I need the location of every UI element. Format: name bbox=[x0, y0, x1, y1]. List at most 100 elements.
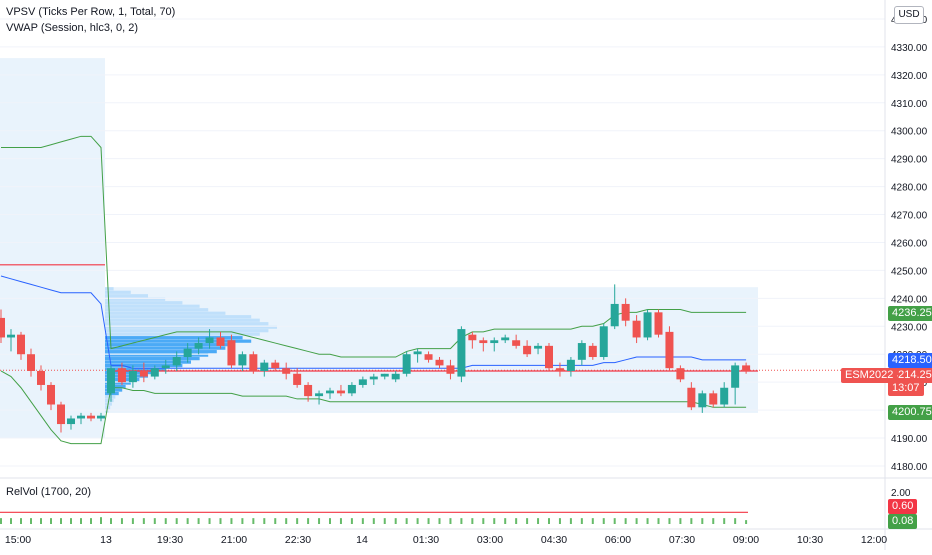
volume-profile-bar bbox=[105, 325, 277, 329]
candle-body[interactable] bbox=[172, 357, 181, 366]
candle-body[interactable] bbox=[107, 368, 115, 394]
candle-body[interactable] bbox=[457, 329, 466, 377]
relvol-bar bbox=[329, 518, 331, 524]
candle-body[interactable] bbox=[27, 354, 35, 371]
candle-body[interactable] bbox=[402, 354, 411, 374]
candle-body[interactable] bbox=[249, 354, 258, 371]
candle-body[interactable] bbox=[183, 348, 192, 358]
candle-body[interactable] bbox=[57, 404, 65, 425]
relvol-bar bbox=[0, 518, 2, 524]
time-axis-tick-label: 13 bbox=[100, 534, 112, 546]
relvol-bar bbox=[80, 518, 82, 524]
candle-body[interactable] bbox=[698, 393, 707, 408]
candle-body[interactable] bbox=[566, 359, 575, 371]
candle-body[interactable] bbox=[17, 334, 25, 355]
candle-body[interactable] bbox=[742, 365, 751, 371]
candle-body[interactable] bbox=[293, 373, 302, 385]
candle-body[interactable] bbox=[37, 370, 45, 385]
candle-body[interactable] bbox=[479, 340, 488, 344]
candle-body[interactable] bbox=[643, 312, 652, 338]
volume-profile-bar bbox=[105, 287, 114, 291]
candle-body[interactable] bbox=[413, 351, 422, 355]
candle-body[interactable] bbox=[632, 320, 641, 338]
relvol-red-label: 0.60 bbox=[888, 499, 918, 514]
candle-body[interactable] bbox=[424, 354, 433, 360]
candle-body[interactable] bbox=[97, 415, 105, 419]
candle-body[interactable] bbox=[128, 370, 137, 383]
candle-body[interactable] bbox=[117, 368, 126, 383]
candle-body[interactable] bbox=[380, 373, 389, 377]
candle-body[interactable] bbox=[654, 312, 663, 335]
candle-body[interactable] bbox=[161, 365, 170, 369]
volume-profile-bar bbox=[105, 332, 260, 336]
candle-body[interactable] bbox=[326, 390, 334, 394]
relvol-bar bbox=[394, 518, 397, 524]
candle-body[interactable] bbox=[512, 340, 521, 346]
candle-body[interactable] bbox=[676, 368, 685, 380]
candle-body[interactable] bbox=[216, 337, 225, 346]
time-axis-tick-label: 01:30 bbox=[413, 534, 439, 546]
candle-body[interactable] bbox=[260, 362, 269, 371]
candle-body[interactable] bbox=[0, 317, 5, 338]
candle-body[interactable] bbox=[194, 343, 203, 349]
candle-body[interactable] bbox=[67, 418, 75, 425]
candle-body[interactable] bbox=[665, 331, 674, 369]
candle-body[interactable] bbox=[304, 384, 313, 397]
candle-body[interactable] bbox=[336, 390, 345, 394]
candle-body[interactable] bbox=[369, 376, 378, 380]
candle-body[interactable] bbox=[238, 354, 247, 366]
candle-body[interactable] bbox=[577, 343, 586, 360]
candle-body[interactable] bbox=[523, 345, 532, 355]
candle-body[interactable] bbox=[599, 326, 608, 358]
candle-body[interactable] bbox=[358, 379, 367, 385]
candle-body[interactable] bbox=[87, 415, 95, 419]
volume-profile-bar bbox=[105, 353, 209, 357]
candle-body[interactable] bbox=[545, 345, 553, 369]
candle-body[interactable] bbox=[282, 368, 291, 374]
candle-body[interactable] bbox=[227, 340, 236, 366]
candle-body[interactable] bbox=[687, 387, 696, 408]
candle-body[interactable] bbox=[468, 334, 477, 341]
candle-body[interactable] bbox=[501, 337, 510, 341]
relvol-bar bbox=[591, 518, 594, 524]
candle-body[interactable] bbox=[47, 384, 55, 405]
candle-body[interactable] bbox=[150, 368, 159, 377]
relvol-bar bbox=[274, 518, 277, 524]
candle-body[interactable] bbox=[347, 384, 356, 394]
lower-band-price-label: 4200.75 bbox=[888, 405, 932, 420]
candle-body[interactable] bbox=[435, 359, 444, 366]
relvol-legend[interactable]: RelVol (1700, 20) bbox=[6, 486, 91, 498]
vwap-legend[interactable]: VWAP (Session, hlc3, 0, 2) bbox=[6, 22, 139, 34]
candle-body[interactable] bbox=[731, 365, 740, 388]
relvol-bar bbox=[471, 518, 474, 524]
candle-body[interactable] bbox=[139, 370, 148, 377]
price-axis-tick-label: 4190.00 bbox=[891, 434, 928, 445]
volume-profile-bar bbox=[105, 322, 269, 326]
relvol-bar bbox=[558, 518, 561, 524]
candle-body[interactable] bbox=[391, 373, 400, 380]
candle-body[interactable] bbox=[205, 337, 214, 344]
candle-body[interactable] bbox=[490, 340, 499, 344]
candle-body[interactable] bbox=[588, 345, 597, 358]
candle-body[interactable] bbox=[720, 387, 729, 405]
relvol-bar bbox=[339, 518, 342, 524]
currency-button[interactable]: USD bbox=[894, 6, 924, 24]
candle-body[interactable] bbox=[315, 393, 324, 397]
candle-body[interactable] bbox=[446, 365, 455, 374]
candle-body[interactable] bbox=[7, 334, 15, 338]
candle-body[interactable] bbox=[555, 368, 564, 371]
candle-body[interactable] bbox=[77, 415, 85, 419]
candle-body[interactable] bbox=[271, 362, 280, 369]
vwap-upper-band-line bbox=[1, 135, 747, 358]
candle-body[interactable] bbox=[534, 345, 543, 349]
relvol-bar bbox=[405, 518, 408, 524]
candle-body[interactable] bbox=[709, 393, 718, 405]
candle-body[interactable] bbox=[610, 303, 619, 327]
volume-profile-bar bbox=[105, 329, 269, 333]
vpsv-legend[interactable]: VPSV (Ticks Per Row, 1, Total, 70) bbox=[6, 6, 176, 18]
candle-body[interactable] bbox=[621, 303, 630, 321]
price-axis-tick-label: 4250.00 bbox=[891, 266, 928, 277]
volume-profile-bar bbox=[105, 395, 116, 399]
